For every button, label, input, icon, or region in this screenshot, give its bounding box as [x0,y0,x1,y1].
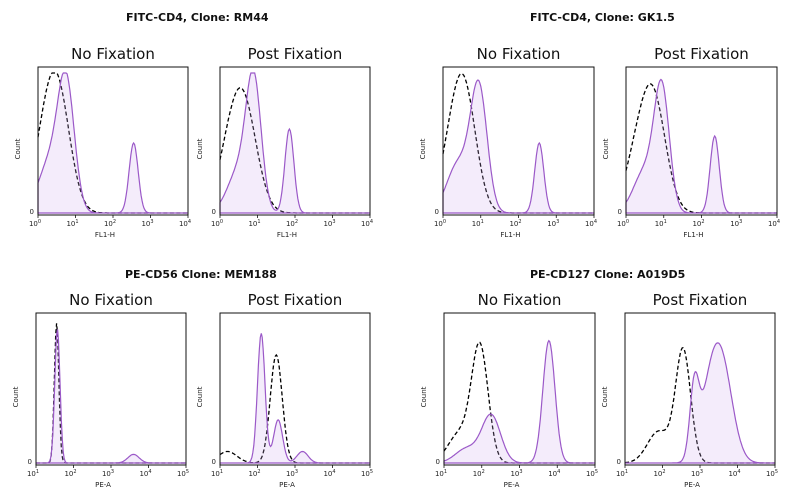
panel-title: No Fixation [477,45,561,63]
y-axis-label: Count [420,386,428,407]
y-tick-label: 0 [212,208,216,216]
x-tick-label: 104 [139,469,151,478]
plot-frame [443,312,596,466]
x-tick-label: 105 [766,469,778,478]
y-tick-label: 0 [28,458,32,466]
y-tick-label: 0 [618,208,622,216]
y-axis-label: Count [12,386,20,407]
x-axis-label: PE-A [504,481,520,489]
x-tick-label: 103 [286,469,298,478]
stained-histogram [36,329,186,464]
x-tick-label: 105 [586,469,598,478]
control-histogram [443,341,595,464]
histogram-panel: Post Fixation 101 102 103 104 105 0 PE-A Count [601,291,778,489]
stained-histogram [37,72,188,214]
x-tick-label: 102 [286,219,298,228]
panel-title: No Fixation [71,45,155,63]
panel-title: Post Fixation [248,45,343,63]
group-title: PE-CD127 Clone: A019D5 [530,268,685,281]
y-axis-label: Count [602,138,610,159]
y-tick-label: 0 [617,458,621,466]
x-axis-label: FL1-H [95,231,115,239]
control-histogram [219,353,370,464]
x-tick-label: 102 [64,469,76,478]
x-tick-label: 101 [27,469,39,478]
y-tick-label: 0 [212,458,216,466]
panel-title: Post Fixation [248,291,343,309]
histogram-panel: No Fixation 100 101 102 103 104 0 FL1-H Count [14,45,191,239]
x-tick-label: 105 [177,469,189,478]
x-axis-label: FL1-H [500,231,520,239]
y-tick-label: 0 [30,208,34,216]
panel-title: Post Fixation [654,45,749,63]
x-tick-label: 102 [692,219,704,228]
x-tick-label: 103 [102,469,114,478]
x-tick-label: 100 [29,219,41,228]
x-tick-label: 102 [473,469,485,478]
stained-histogram [443,339,595,464]
stained-histogram [220,333,370,464]
y-tick-label: 0 [436,458,440,466]
x-tick-label: 103 [691,469,703,478]
stained-histogram [442,79,594,214]
y-axis-label: Count [14,138,22,159]
x-tick-label: 103 [510,469,522,478]
x-tick-label: 104 [728,469,740,478]
x-tick-label: 101 [66,219,78,228]
histogram-panel: No Fixation 100 101 102 103 104 0 FL1-H Count [419,45,597,239]
stained-histogram [625,78,777,214]
x-axis-label: PE-A [684,481,700,489]
x-tick-label: 100 [434,219,446,228]
x-axis-label: FL1-H [277,231,297,239]
histogram-panel: Post Fixation 100 101 102 103 104 0 FL1-H Count [602,45,780,239]
x-tick-label: 104 [323,469,335,478]
panel-title: Post Fixation [653,291,748,309]
y-axis-label: Count [196,386,204,407]
x-tick-label: 103 [547,219,559,228]
x-tick-label: 104 [585,219,597,228]
y-axis-label: Count [419,138,427,159]
x-tick-label: 103 [323,219,335,228]
x-tick-label: 104 [179,219,191,228]
panel-title: No Fixation [478,291,562,309]
x-tick-label: 104 [548,469,560,478]
histogram-panel: Post Fixation 101 102 103 104 105 0 PE-A Count [196,291,373,489]
x-tick-label: 105 [361,469,373,478]
x-tick-label: 102 [509,219,521,228]
panel-title: No Fixation [69,291,153,309]
x-tick-label: 103 [141,219,153,228]
x-tick-label: 101 [655,219,667,228]
x-tick-label: 104 [768,219,780,228]
y-axis-label: Count [196,138,204,159]
x-tick-label: 101 [435,469,447,478]
group-title: PE-CD56 Clone: MEM188 [125,268,277,281]
x-axis-label: PE-A [95,481,111,489]
x-axis-label: PE-A [279,481,295,489]
stained-histogram [219,72,370,214]
x-tick-label: 101 [472,219,484,228]
x-tick-label: 100 [211,219,223,228]
x-tick-label: 104 [361,219,373,228]
x-tick-label: 102 [248,469,260,478]
x-tick-label: 102 [104,219,116,228]
x-tick-label: 102 [653,469,665,478]
x-tick-label: 101 [616,469,628,478]
x-tick-label: 101 [211,469,223,478]
stained-histogram [625,342,775,464]
histogram-panel: No Fixation 101 102 103 104 105 0 PE-A Count [12,291,189,489]
x-tick-label: 101 [248,219,260,228]
x-tick-label: 100 [617,219,629,228]
group-title: FITC-CD4, Clone: GK1.5 [530,11,675,24]
group-title: FITC-CD4, Clone: RM44 [126,11,269,24]
y-tick-label: 0 [435,208,439,216]
histogram-panel: No Fixation 101 102 103 104 105 0 PE-A Count [420,291,598,489]
x-tick-label: 103 [730,219,742,228]
plot-frame [219,312,371,466]
histogram-panel: Post Fixation 100 101 102 103 104 0 FL1-H Count [196,45,373,239]
x-axis-label: FL1-H [683,231,703,239]
y-axis-label: Count [601,386,609,407]
